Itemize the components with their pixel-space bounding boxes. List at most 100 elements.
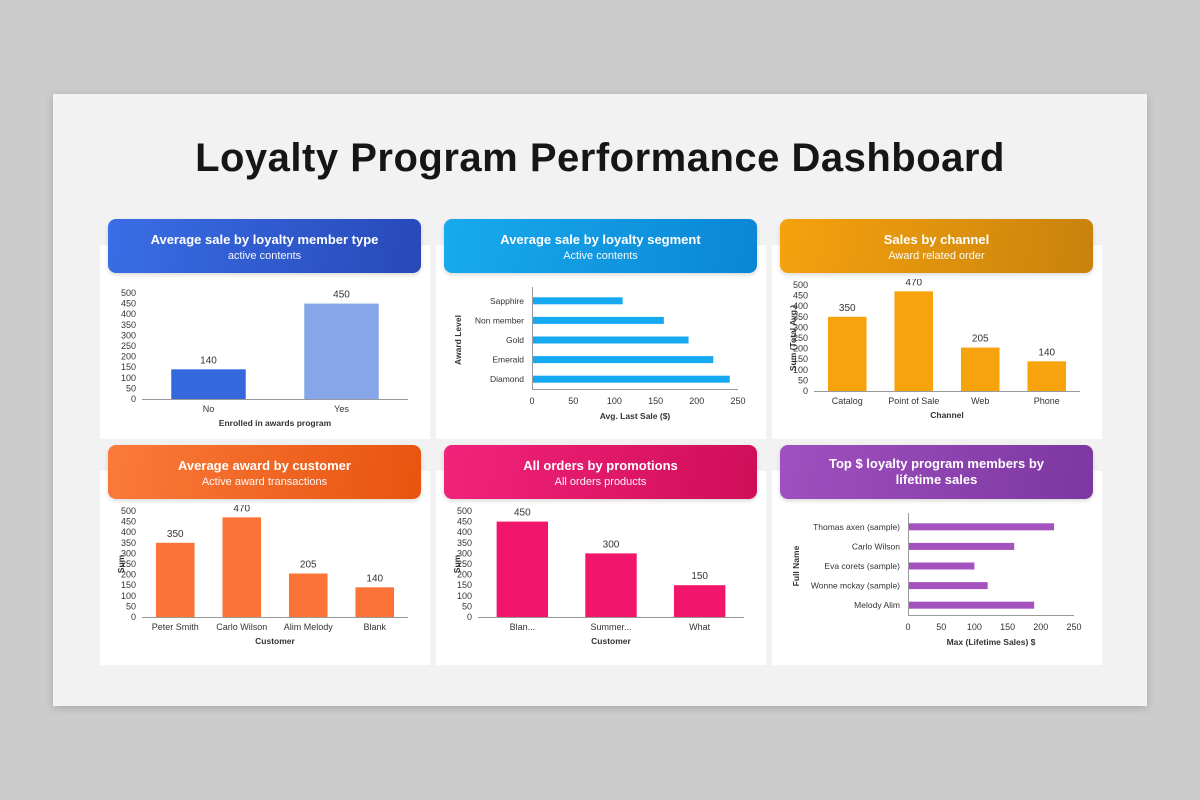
x-tick-label: 250: [1066, 622, 1081, 632]
bar: [355, 587, 395, 617]
x-tick-label: Yes: [334, 404, 349, 414]
y-tick-label: 450: [121, 299, 136, 309]
chart-card-body: [772, 245, 1102, 439]
y-tick-label: Eva corets (sample): [824, 561, 900, 571]
y-tick-label: 300: [121, 330, 136, 340]
x-axis-label: Customer: [591, 636, 631, 646]
x-tick-label: What: [689, 622, 711, 632]
bar: [155, 542, 195, 617]
y-tick-label: 200: [457, 570, 472, 580]
chart-subtitle: Award related order: [888, 250, 985, 262]
x-tick-label: 100: [607, 396, 622, 406]
y-tick-label: 100: [121, 591, 136, 601]
chart-title: Sales by channel: [883, 232, 990, 247]
x-tick-label: 200: [689, 396, 704, 406]
y-tick-label: 500: [457, 506, 472, 516]
chart-card: Average sale by loyalty member type activ…: [100, 219, 430, 439]
data-label: 205: [300, 560, 317, 571]
y-tick-label: 250: [121, 341, 136, 351]
x-tick-label: 150: [648, 396, 663, 406]
y-tick-label: Thomas axen (sample): [813, 522, 900, 532]
page-title: Loyalty Program Performance Dashboard: [195, 136, 1005, 180]
y-axis-label: Sum: [116, 554, 126, 573]
y-tick-label: 0: [467, 612, 472, 622]
x-tick-label: Peter Smith: [152, 622, 199, 632]
x-tick-label: Carlo Wilson: [216, 622, 267, 632]
chart-card-header: Sales by channel Award related order: [780, 219, 1093, 273]
y-tick-label: 250: [457, 559, 472, 569]
x-tick-label: Web: [971, 396, 989, 406]
x-tick-label: 50: [568, 396, 578, 406]
chart-card-header: All orders by promotions All orders produ…: [444, 445, 757, 499]
chart-title: Top $ loyalty program members by lifetim…: [828, 456, 1045, 487]
y-tick-label: Carlo Wilson: [852, 541, 900, 551]
x-tick-label: 0: [905, 622, 910, 632]
y-tick-label: 150: [457, 580, 472, 590]
bar: [673, 585, 726, 617]
y-tick-label: 200: [793, 344, 808, 354]
data-label: 140: [200, 355, 217, 366]
y-tick-label: 0: [131, 394, 136, 404]
y-axis-label: Award Level: [453, 315, 463, 365]
bar: [585, 553, 637, 617]
y-tick-label: 500: [121, 506, 136, 516]
y-tick-label: 300: [121, 548, 136, 558]
bar: [960, 347, 1000, 391]
x-tick-label: 150: [1000, 622, 1015, 632]
x-axis-label: Enrolled in awards program: [219, 418, 332, 428]
x-tick-label: Summer...: [590, 622, 631, 632]
chart-svg: Thomas axen (sample) Carlo Wilson Eva core…: [791, 513, 1082, 647]
data-label: 150: [691, 571, 708, 582]
chart-title: All orders by promotions: [523, 458, 678, 473]
y-tick-label: 0: [803, 386, 808, 396]
data-label: 140: [1038, 347, 1055, 358]
chart-card: Average award by customer Active award tr…: [100, 445, 430, 665]
y-tick-label: Wonne mckay (sample): [811, 581, 900, 591]
bar: [171, 369, 246, 399]
bar: [533, 297, 623, 305]
bar: [909, 523, 1055, 531]
y-tick-label: 400: [457, 527, 472, 537]
y-tick-label: 500: [793, 280, 808, 290]
x-axis-label: Customer: [255, 636, 295, 646]
y-axis-label: Sum (Total Avg.): [788, 305, 798, 371]
x-tick-label: No: [203, 404, 215, 414]
y-tick-label: Diamond: [490, 374, 524, 384]
y-tick-label: 50: [126, 601, 136, 611]
y-tick-label: 400: [121, 309, 136, 319]
y-tick-label: 350: [121, 320, 136, 330]
y-tick-label: Melody Alim: [854, 600, 900, 610]
y-tick-label: 500: [121, 288, 136, 298]
chart-card-header: Average sale by loyalty segment Active co…: [444, 219, 757, 273]
y-tick-label: 50: [126, 383, 136, 393]
y-tick-label: 100: [793, 365, 808, 375]
x-tick-label: Point of Sale: [888, 396, 939, 406]
x-axis-label: Max (Lifetime Sales) $: [947, 637, 1036, 647]
y-tick-label: 450: [793, 291, 808, 301]
data-label: 205: [972, 334, 989, 345]
x-tick-label: 100: [967, 622, 982, 632]
data-label: 450: [333, 290, 350, 301]
y-tick-label: 250: [121, 559, 136, 569]
y-tick-label: Gold: [506, 335, 524, 345]
bar: [288, 573, 328, 617]
chart-title: Average award by customer: [178, 458, 351, 473]
chart-card: Average sale by loyalty segment Active co…: [436, 219, 766, 439]
y-tick-label: 150: [121, 580, 136, 590]
bar: [909, 582, 988, 590]
y-tick-label: 200: [121, 570, 136, 580]
bar: [909, 542, 1015, 550]
y-tick-label: 50: [798, 375, 808, 385]
bar: [909, 601, 1035, 609]
y-tick-label: 400: [121, 527, 136, 537]
x-tick-label: 0: [529, 396, 534, 406]
y-tick-label: 0: [131, 612, 136, 622]
chart-card-header: Top $ loyalty program members by lifetim…: [780, 445, 1093, 499]
chart-svg: 050100150200250300350400450500Sum350Pete…: [116, 505, 408, 646]
data-label: 470: [905, 279, 922, 288]
bar: [827, 316, 867, 391]
bar: [1027, 361, 1067, 391]
chart-card-body: [100, 471, 430, 665]
y-axis-label: Sum: [452, 554, 462, 573]
y-tick-label: 350: [121, 538, 136, 548]
